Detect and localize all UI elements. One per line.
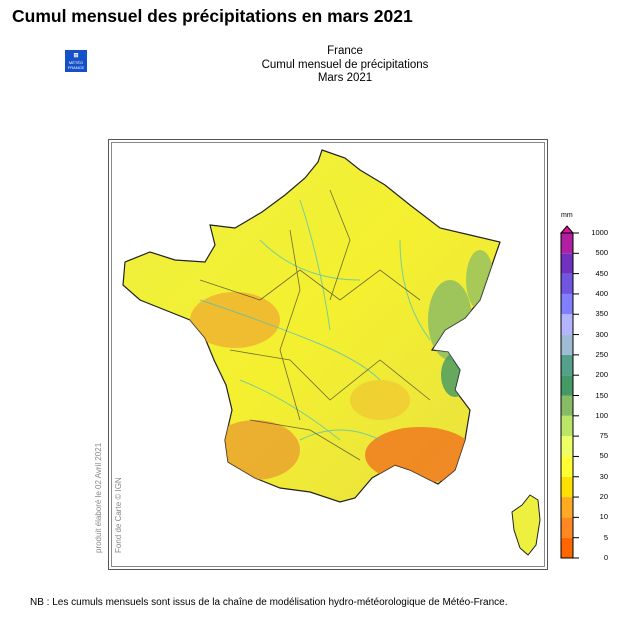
map-frame (108, 139, 548, 570)
legend-swatch (561, 273, 573, 294)
legend-swatch (561, 436, 573, 457)
map-period: Mars 2021 (317, 72, 373, 84)
legend-swatch (561, 537, 573, 558)
legend-swatch (561, 334, 573, 355)
legend-tick-label: 500 (595, 248, 608, 258)
map-region: France (327, 45, 363, 57)
page-title: Cumul mensuel des précipitations en mars… (12, 6, 413, 26)
legend-tick-label: 0 (603, 553, 608, 562)
legend-swatch (561, 314, 573, 335)
legend-tick-label: 150 (595, 390, 608, 400)
legend-overflow-arrow (559, 225, 575, 234)
legend-tick-label: 100 (595, 410, 608, 420)
legend-tick-label: 350 (595, 309, 608, 319)
legend-tick-label: 10 (599, 512, 608, 522)
legend-swatch (561, 497, 573, 518)
legend-swatch (561, 456, 573, 477)
legend-unit: mm (561, 212, 573, 219)
legend-swatch (561, 253, 573, 274)
legend-swatch (561, 517, 573, 538)
legend-tick-label: 30 (599, 471, 608, 481)
legend-swatch (561, 415, 573, 437)
legend-swatch (561, 293, 573, 315)
legend-tick-label: 1000 (591, 228, 608, 237)
legend-swatch (561, 354, 573, 376)
meteo-france-logo: ⊞ MÉTÉO FRANCE (65, 50, 87, 72)
corsica (511, 494, 541, 556)
footnote: NB : Les cumuls mensuels sont issus de l… (30, 597, 508, 608)
legend-tick-label: 300 (595, 329, 608, 339)
legend-tick-label: 250 (595, 349, 608, 359)
map-header: France Cumul mensuel de précipitations M… (230, 45, 460, 86)
legend-tick-label: 75 (599, 431, 608, 441)
legend-tick-label: 20 (599, 492, 608, 502)
legend-swatch (561, 375, 573, 396)
legend-swatch (561, 476, 573, 498)
legend-swatch (561, 395, 573, 416)
legend-tick-label: 400 (595, 288, 608, 298)
map-product: Cumul mensuel de précipitations (261, 58, 429, 71)
legend-tick-label: 450 (595, 268, 608, 278)
legend-swatch (561, 233, 573, 254)
legend-tick-label: 200 (595, 370, 608, 380)
map-inner-frame (111, 142, 545, 567)
legend-tick-label: 50 (599, 451, 608, 461)
legend-tick-label: 5 (603, 532, 608, 542)
